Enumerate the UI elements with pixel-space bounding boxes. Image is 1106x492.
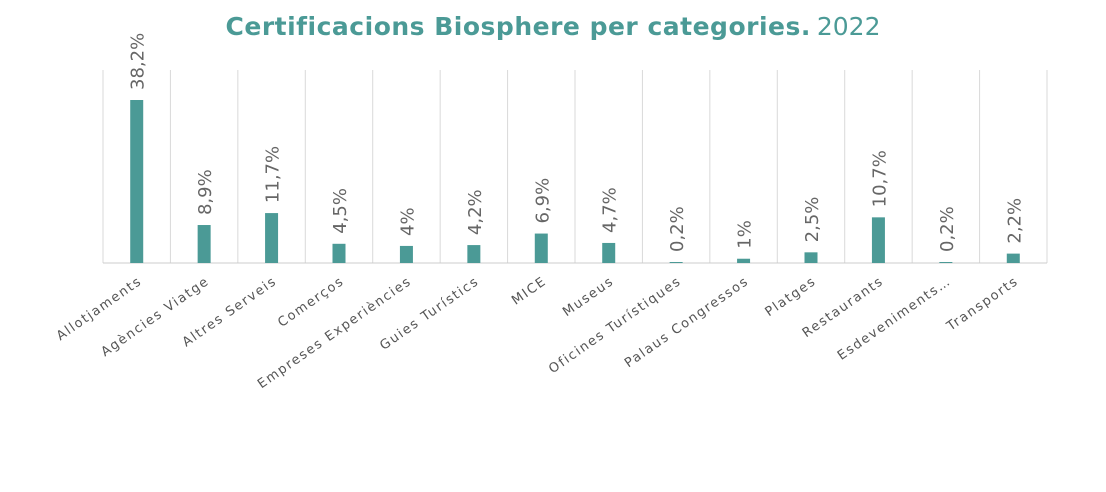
bar-14: [1006, 253, 1020, 263]
bar-10: [737, 258, 751, 263]
category-label-9: Oficines Turístiques: [546, 274, 684, 377]
bar-8: [602, 242, 616, 263]
bar-7: [534, 233, 548, 263]
value-label-11: 2,5%: [802, 197, 823, 243]
value-label-13: 0,2%: [937, 206, 958, 252]
category-label-8: Museus: [560, 274, 617, 320]
category-label-11: Platges: [763, 274, 820, 320]
category-label-7: MICE: [509, 274, 549, 309]
bar-5: [399, 245, 413, 263]
bar-1: [130, 100, 144, 263]
value-label-2: 8,9%: [195, 169, 216, 215]
bar-3: [265, 213, 279, 263]
category-label-14: Transports: [944, 274, 1022, 335]
category-label-13: Esdeveniments…: [835, 274, 954, 364]
value-label-6: 4,2%: [465, 189, 486, 235]
value-label-10: 1%: [735, 220, 756, 249]
value-label-4: 4,5%: [330, 188, 351, 234]
bar-6: [467, 245, 481, 263]
category-label-2: Agències Viatge: [99, 274, 213, 360]
value-label-5: 4%: [397, 207, 418, 236]
bar-13: [939, 262, 953, 263]
value-label-8: 4,7%: [600, 187, 621, 233]
value-label-14: 2,2%: [1004, 198, 1025, 244]
value-label-9: 0,2%: [667, 206, 688, 252]
bar-11: [804, 252, 818, 263]
chart-title-main: Certificacions Biosphere per categories.: [225, 12, 811, 41]
bar-2: [197, 225, 211, 263]
category-label-10: Palaus Congressos: [622, 274, 752, 371]
value-label-1: 38,2%: [128, 33, 149, 90]
value-label-3: 11,7%: [263, 146, 284, 203]
bar-9: [669, 262, 683, 263]
bar-12: [871, 217, 885, 263]
chart-title: Certificacions Biosphere per categories.…: [0, 12, 1106, 41]
value-label-7: 6,9%: [532, 178, 553, 224]
chart-title-year: 2022: [816, 12, 881, 41]
bar-4: [332, 243, 346, 263]
value-label-12: 10,7%: [869, 150, 890, 207]
